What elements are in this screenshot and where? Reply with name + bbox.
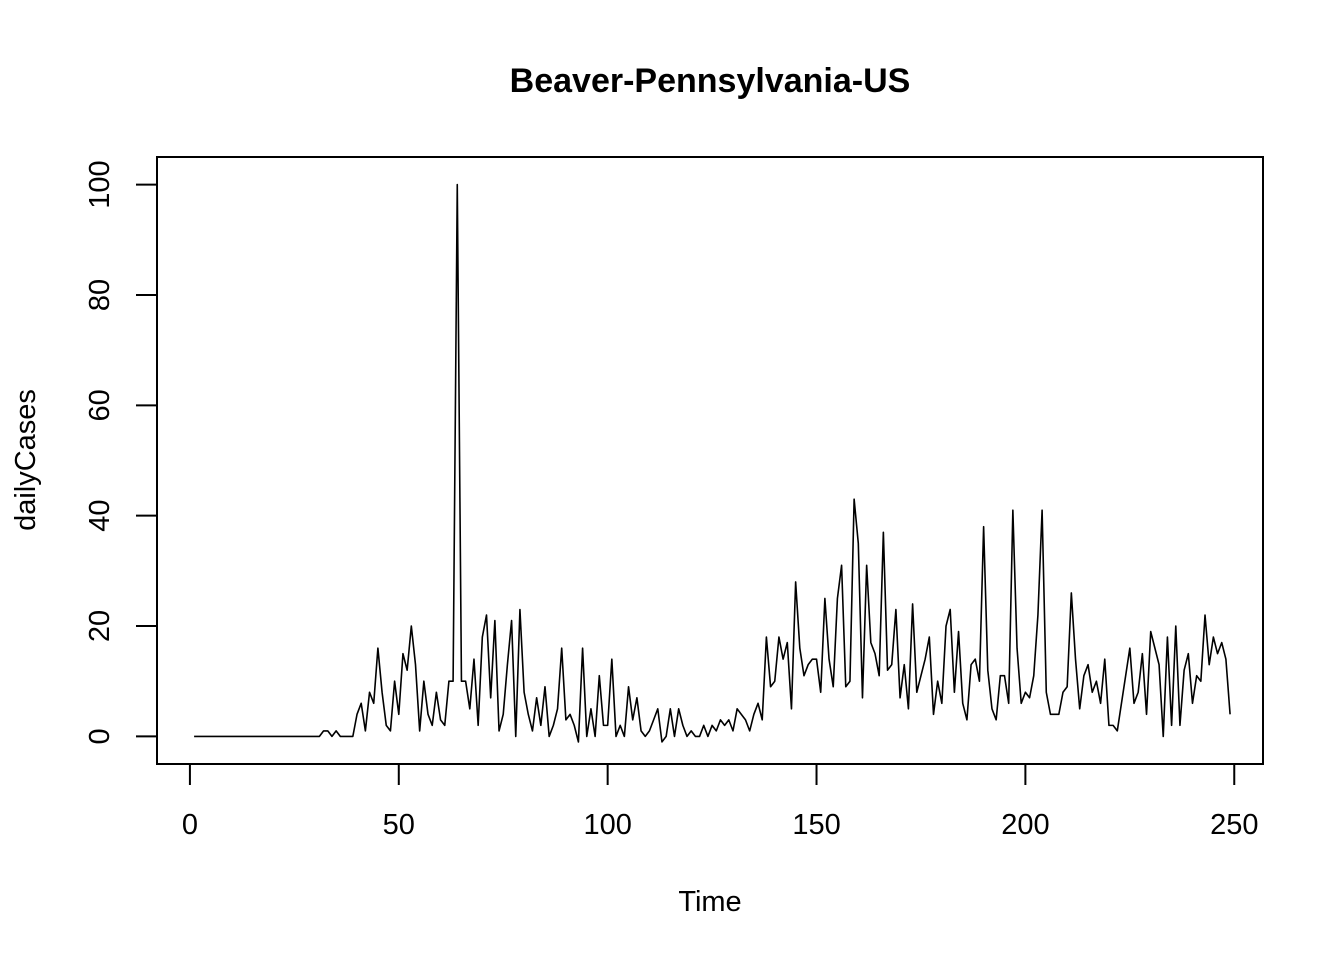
series-line-dailyCases	[194, 183, 1231, 743]
y-axis-label: dailyCases	[10, 389, 42, 531]
x-tick-label: 200	[1001, 809, 1049, 841]
y-tick-label: 60	[84, 389, 116, 421]
x-axis-label: Time	[678, 886, 741, 918]
x-tick-label: 0	[182, 809, 198, 841]
x-axis: 0 50 100 150 200 250	[182, 763, 1258, 841]
y-tick-label: 40	[84, 500, 116, 532]
y-tick-label: 20	[84, 610, 116, 642]
y-tick-label: 100	[84, 160, 116, 208]
y-tick-label: 80	[84, 279, 116, 311]
plot-frame	[156, 156, 1264, 765]
x-tick-label: 250	[1210, 809, 1258, 841]
y-tick-label: 0	[84, 728, 116, 744]
y-axis: 0 20 40 60 80 100	[84, 160, 158, 744]
x-tick-label: 50	[383, 809, 415, 841]
chart-title: Beaver-Pennsylvania-US	[510, 62, 911, 100]
x-tick-label: 100	[583, 809, 631, 841]
x-tick-label: 150	[792, 809, 840, 841]
